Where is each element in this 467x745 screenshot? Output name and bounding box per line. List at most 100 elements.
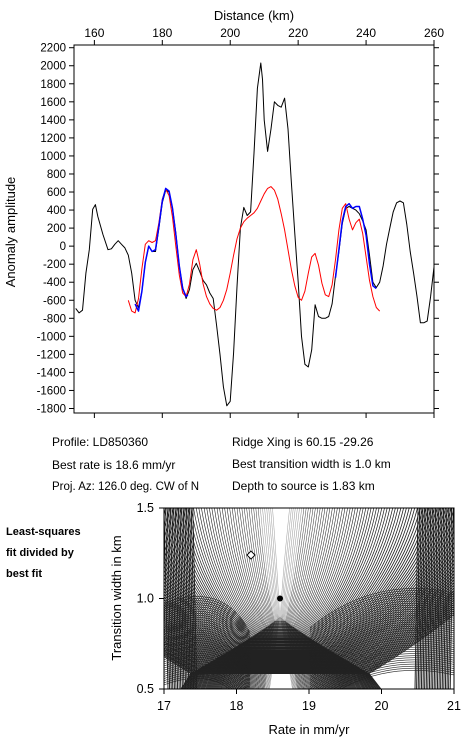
top-y-tick-label: 2000 [40,61,66,73]
contour-line [309,628,454,669]
contour-line [443,508,448,689]
contour-line [241,508,321,689]
top-y-tick-label: -1600 [37,385,66,397]
bottom-x-axis-label: Rate in mm/yr [269,722,351,737]
contour-line [309,598,454,639]
contour-line [309,594,454,635]
bottom-y-tick-label: 1.0 [137,592,154,606]
top-x-tick-label: 180 [152,26,172,40]
top-y-tick-label: 1600 [40,97,66,109]
contour-line [216,508,346,689]
contour-line [164,655,249,689]
contour-line [164,644,251,682]
contour-line [309,640,454,681]
contour-line [164,621,251,659]
rate-text: Best rate is 18.6 mm/yr [52,458,175,472]
bottom-y-axis-label: Transition width in km [109,535,124,660]
contour-line [253,508,309,689]
contour-line [187,508,193,689]
bottom-markers [246,550,283,602]
contour-line [219,508,343,689]
best-fit-point [277,595,283,602]
top-y-ticks: -1800 -1600 -1400 -1200 -1000 -800 -600 -400 -20… [37,43,439,415]
contour-line [440,508,445,689]
ridge-text: Ridge Xing is 60.15 -29.26 [232,435,374,449]
top-plot-frame [73,44,435,414]
top-y-tick-label: -1400 [37,367,66,379]
info-block: Profile: LD850360 Best rate is 18.6 mm/y… [52,435,391,493]
contour-line [320,657,454,689]
top-y-tick-label: 200 [47,223,66,235]
contour-line [326,661,454,689]
bottom-y-tick-label: 0.5 [137,682,154,696]
observed-anomaly-line [75,62,434,407]
top-y-tick-label: 0 [60,241,66,253]
fitted-segment-line [134,187,377,312]
contour-line [268,508,294,689]
top-series-group [75,62,434,407]
top-y-tick-label: 2200 [40,43,66,55]
contour-line [164,652,250,689]
contour-line [164,604,251,642]
contour-line [239,508,323,689]
contour-line [164,646,251,684]
contour-line [168,508,394,689]
top-x-tick-label: 240 [356,26,376,40]
contour-line [164,673,235,689]
top-y-tick-label: 1000 [40,151,66,163]
contour-line [309,632,454,673]
contour-line [309,611,454,652]
contour-line [164,638,251,676]
contour-line [164,634,251,671]
contour-line [164,613,454,689]
transition-text: Best transition width is 1.0 km [232,457,391,471]
contour-line [214,508,348,689]
contour-line [164,600,251,638]
contour-line [260,508,302,689]
contour-line [248,508,314,689]
anomaly-profile-chart: Distance (km) Anomaly amplitude 160 180 20… [3,8,444,418]
top-x-tick-label: 160 [84,26,104,40]
contour-line [251,508,311,689]
contour-line [309,625,454,667]
proj-text: Proj. Az: 126.0 deg. CW of N [52,481,199,493]
side-label-line-3: best fit [6,568,42,580]
top-x-tick-label: 260 [424,26,444,40]
contour-line [262,508,300,689]
contour-line [226,508,336,689]
contour-line [164,613,251,650]
contour-line [164,508,430,689]
contour-line [309,609,454,650]
contour-line [424,508,429,689]
side-label-line-1: Least-squares [6,526,81,538]
contour-line [309,592,454,633]
contour-line [164,508,407,689]
top-x-axis-label: Distance (km) [214,8,294,23]
contour-line [236,508,326,689]
contour-line [164,671,237,689]
contour-line [309,617,454,658]
contour-line [269,508,293,689]
contour-line [164,606,251,644]
contour-line [309,588,454,629]
diamond-marker [246,550,256,560]
bottom-x-tick-label: 19 [302,699,316,713]
contour-line [317,655,454,689]
top-y-tick-label: 1400 [40,115,66,127]
contour-line [164,581,454,689]
contour-line [221,508,341,689]
contour-line [309,642,454,683]
contour-line [164,661,246,689]
contour-line [438,508,443,689]
contour-line [312,651,454,689]
top-y-tick-label: -400 [43,277,66,289]
top-y-tick-label: -800 [43,313,66,325]
contour-line [164,617,251,655]
contour-line [333,665,454,689]
contour-line [166,508,396,689]
contour-line [164,642,251,680]
top-y-tick-label: 1800 [40,79,66,91]
contour-line [309,636,454,677]
contour-line [309,596,454,637]
